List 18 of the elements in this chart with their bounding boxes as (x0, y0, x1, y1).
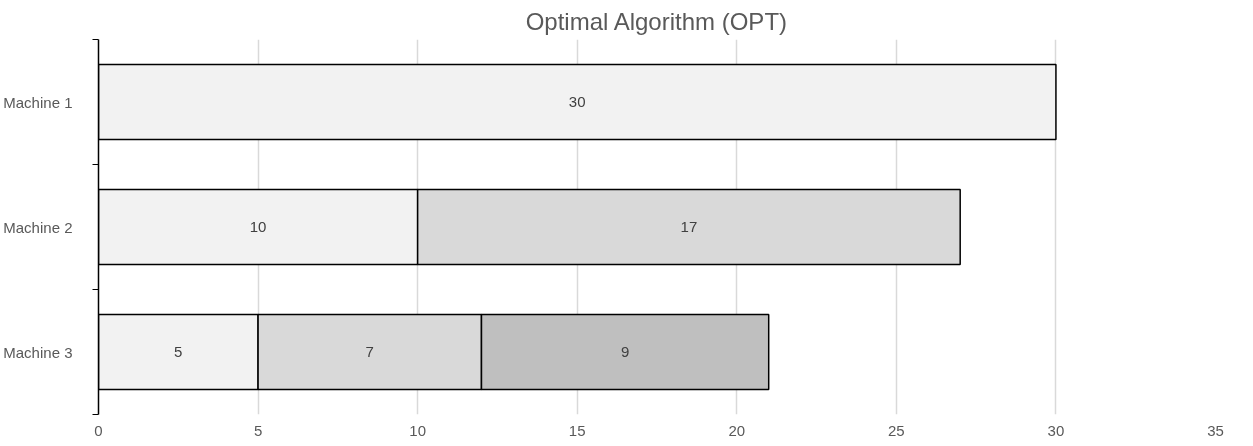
y-tick-label: Machine 1 (3, 93, 73, 111)
x-tick-label: 5 (253, 421, 263, 439)
x-tick-label: 15 (568, 421, 586, 439)
x-tick-label: 35 (1207, 421, 1224, 439)
data-label: 5 (174, 343, 183, 360)
x-tick-label: 10 (409, 421, 426, 439)
y-tick-label: Machine 3 (3, 343, 73, 361)
data-label: 10 (249, 218, 267, 235)
x-tick-label: 0 (94, 421, 103, 439)
data-label: 9 (620, 343, 630, 360)
x-tick-label: 30 (1047, 421, 1065, 439)
x-tick-label: 20 (728, 421, 746, 439)
data-label: 30 (568, 93, 586, 110)
data-label: 7 (365, 343, 374, 360)
data-label: 17 (680, 218, 698, 235)
chart-title: Optimal Algorithm (OPT) (525, 7, 788, 35)
y-tick-label: Machine 2 (3, 218, 73, 236)
x-tick-label: 25 (888, 421, 905, 439)
